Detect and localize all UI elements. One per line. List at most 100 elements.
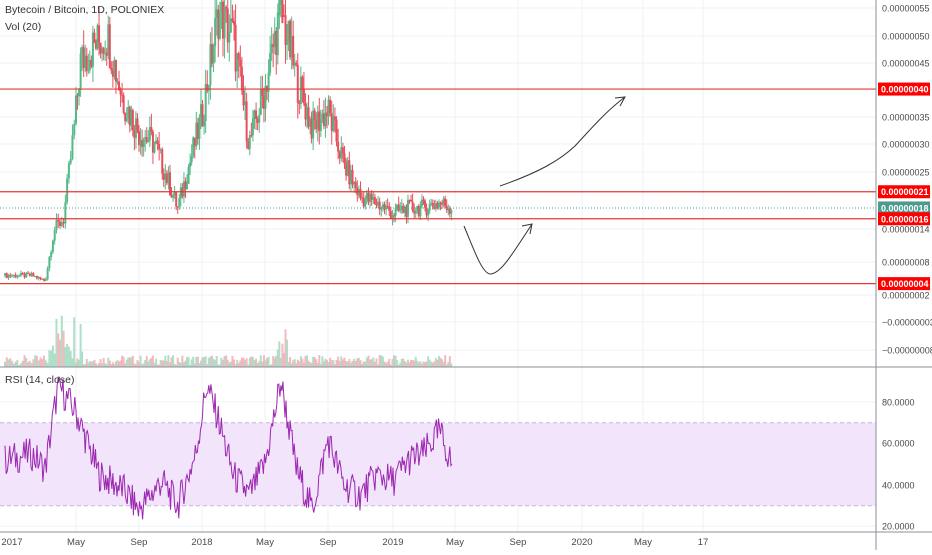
volume-bar: [281, 343, 284, 367]
drawings[interactable]: [463, 96, 626, 275]
volume-bar: [270, 364, 273, 367]
volume-bar: [130, 357, 133, 367]
volume-bar: [275, 355, 278, 367]
candle-body: [121, 94, 124, 96]
volume-bar: [372, 357, 375, 367]
candle-body: [7, 275, 10, 278]
level-price-badge: [878, 82, 930, 96]
candle-body: [256, 118, 259, 123]
volume-bar: [335, 360, 338, 367]
candle-body: [131, 110, 134, 131]
candle-body: [286, 41, 289, 45]
candle-body: [39, 277, 42, 279]
candle-body: [425, 207, 428, 216]
volume-bar: [34, 355, 37, 367]
candle-body: [400, 205, 403, 210]
volume-bar: [441, 359, 444, 367]
volume-bar: [431, 362, 434, 367]
candle-body: [110, 68, 113, 71]
volume-bar: [337, 356, 340, 367]
volume-bar: [110, 364, 113, 367]
volume-bar: [214, 360, 217, 367]
volume-bar: [151, 355, 154, 367]
volume-bar: [237, 363, 240, 367]
volume-bar: [240, 357, 243, 367]
volume-bar: [88, 361, 91, 367]
candle-body: [431, 202, 434, 207]
volume-bar: [267, 356, 270, 367]
volume-bar: [125, 359, 128, 367]
candle-body: [96, 25, 99, 49]
candle-body: [209, 44, 212, 86]
volume-bar: [444, 355, 447, 367]
candle-body: [161, 149, 164, 174]
candle-body: [434, 203, 437, 209]
candle-body: [253, 110, 256, 119]
candle-body: [244, 101, 247, 106]
candle-body: [229, 18, 232, 33]
volume-bar: [226, 359, 229, 367]
candle-body: [448, 208, 451, 214]
volume-bar: [222, 359, 224, 367]
candle-body: [391, 215, 394, 219]
volume-bar: [364, 361, 367, 367]
horizontal-levels[interactable]: 0.00000040 0.00000021 0.000000180.00000016…: [0, 82, 930, 291]
volume-bar: [87, 362, 90, 367]
rsi-legend[interactable]: RSI (14, close): [5, 374, 75, 386]
volume-bar: [343, 357, 346, 367]
volume-bar: [71, 358, 74, 367]
candle-body: [225, 7, 228, 9]
candle-body: [223, 7, 226, 39]
candle-body: [12, 274, 15, 276]
candle-body: [78, 89, 81, 97]
candle-body: [386, 205, 389, 207]
symbol-legend[interactable]: Bytecoin / Bitcoin, 1D, POLONIEX: [5, 4, 165, 16]
y-tick-label: 0.00000025: [882, 168, 930, 178]
candle-body: [192, 137, 195, 157]
volume-bar: [321, 356, 324, 367]
candle-body: [64, 202, 67, 224]
volume-bar: [48, 350, 51, 367]
volume-bar: [293, 359, 296, 367]
candle-body: [419, 206, 422, 217]
volume-bar: [373, 361, 376, 367]
candle-body: [165, 173, 168, 184]
candle-body: [393, 215, 396, 217]
projection-arrow-up[interactable]: [499, 96, 626, 187]
volume-legend[interactable]: Vol (20): [5, 21, 42, 33]
volume-bar: [292, 360, 295, 367]
volume-bar: [190, 359, 193, 367]
volume-bar: [182, 362, 185, 367]
volume-bar: [433, 361, 436, 367]
candle-body: [81, 47, 84, 54]
candle-body: [43, 279, 46, 281]
candle-body: [327, 99, 330, 117]
volume-bar: [21, 360, 24, 367]
volume-bar: [124, 363, 127, 367]
candle-body: [321, 113, 324, 120]
candle-body: [309, 118, 312, 127]
candle-body: [41, 278, 44, 280]
volume-bar: [258, 361, 261, 367]
projection-arrow-dip-rebound[interactable]: [463, 223, 533, 275]
candle-body: [354, 181, 357, 188]
candle-body: [372, 197, 375, 200]
y-tick-label: 0.00000030: [882, 140, 930, 150]
volume-bar: [442, 361, 445, 367]
candle-body: [19, 272, 22, 276]
volume-bar: [122, 356, 125, 367]
volume-bar: [170, 357, 173, 367]
candle-body: [414, 210, 417, 214]
volume-bar: [16, 360, 19, 367]
candle-body: [234, 24, 237, 72]
volume-bar: [362, 361, 365, 367]
candle-body: [349, 169, 352, 185]
volume-bar: [206, 364, 209, 367]
candle-body: [172, 195, 175, 198]
volume-bar: [192, 356, 195, 367]
candles: [4, 0, 453, 282]
volume-bar: [82, 364, 85, 367]
candle-body: [322, 113, 325, 127]
